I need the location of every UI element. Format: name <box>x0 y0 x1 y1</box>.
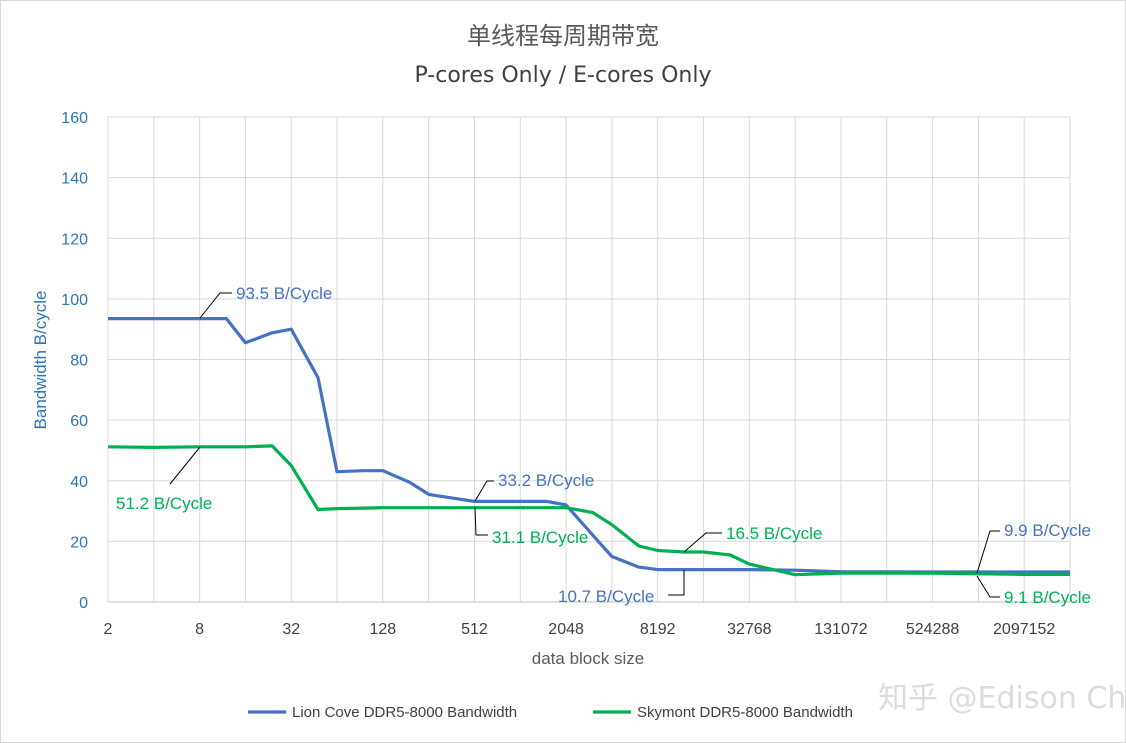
x-tick-label: 2097152 <box>993 621 1055 638</box>
annotation-label: 93.5 B/Cycle <box>236 284 332 303</box>
annotation-leader <box>474 506 488 536</box>
annotation-label: 51.2 B/Cycle <box>116 494 212 513</box>
y-tick-label: 100 <box>61 292 88 309</box>
annotation-leader <box>199 292 232 319</box>
y-tick-label: 80 <box>70 353 88 370</box>
x-tick-label: 128 <box>370 621 397 638</box>
annotation-label: 10.7 B/Cycle <box>558 587 654 606</box>
annotation-leader <box>976 575 1000 598</box>
annotation-label: 9.9 B/Cycle <box>1004 521 1091 540</box>
y-tick-label: 20 <box>70 534 88 551</box>
annotation-leader <box>976 530 1000 574</box>
chart-subtitle: P-cores Only / E-cores Only <box>415 63 712 88</box>
legend-label: Skymont DDR5-8000 Bandwidth <box>637 704 853 721</box>
y-tick-label: 160 <box>61 110 88 127</box>
y-tick-label: 120 <box>61 231 88 248</box>
y-axis-ticks: 0 20 40 60 80 100 120 140 160 <box>61 110 88 612</box>
annotation-label: 33.2 B/Cycle <box>498 471 594 490</box>
y-tick-label: 40 <box>70 474 88 491</box>
annotation-label: 31.1 B/Cycle <box>492 528 588 547</box>
x-tick-label: 8 <box>195 621 204 638</box>
x-tick-label: 32768 <box>727 621 772 638</box>
annotation-leader <box>169 446 201 485</box>
x-tick-label: 524288 <box>906 621 959 638</box>
x-tick-label: 2 <box>104 621 113 638</box>
x-tick-label: 8192 <box>640 621 676 638</box>
x-tick-label: 131072 <box>814 621 867 638</box>
series-line-skymont <box>107 444 1070 577</box>
series-group <box>107 317 1070 577</box>
annotations-group: 93.5 B/Cycle 51.2 B/Cycle 33.2 B/Cycle 31.1… <box>116 284 1091 607</box>
legend-label: Lion Cove DDR5-8000 Bandwidth <box>292 704 517 721</box>
x-tick-label: 32 <box>282 621 300 638</box>
annotation-label: 16.5 B/Cycle <box>726 524 822 543</box>
x-tick-label: 2048 <box>548 621 584 638</box>
legend: Lion Cove DDR5-8000 Bandwidth Skymont DDR… <box>248 704 853 721</box>
watermark: 知乎 @Edison Chen <box>878 681 1126 716</box>
annotation-label: 9.1 B/Cycle <box>1004 588 1091 607</box>
y-tick-label: 0 <box>79 595 88 612</box>
y-axis-label: Bandwidth B/cycle <box>31 291 50 430</box>
x-tick-label: 512 <box>461 621 488 638</box>
annotation-leader <box>474 480 494 502</box>
gridlines <box>107 116 1071 603</box>
y-tick-label: 60 <box>70 413 88 430</box>
y-tick-label: 140 <box>61 171 88 188</box>
annotation-leader <box>683 532 722 553</box>
x-axis-label: data block size <box>532 649 644 668</box>
chart-title: 单线程每周期带宽 <box>467 22 659 50</box>
x-axis-ticks: 2 8 32 128 512 2048 8192 32768 131072 524288 20971… <box>104 621 1056 638</box>
annotation-leader <box>668 570 685 596</box>
